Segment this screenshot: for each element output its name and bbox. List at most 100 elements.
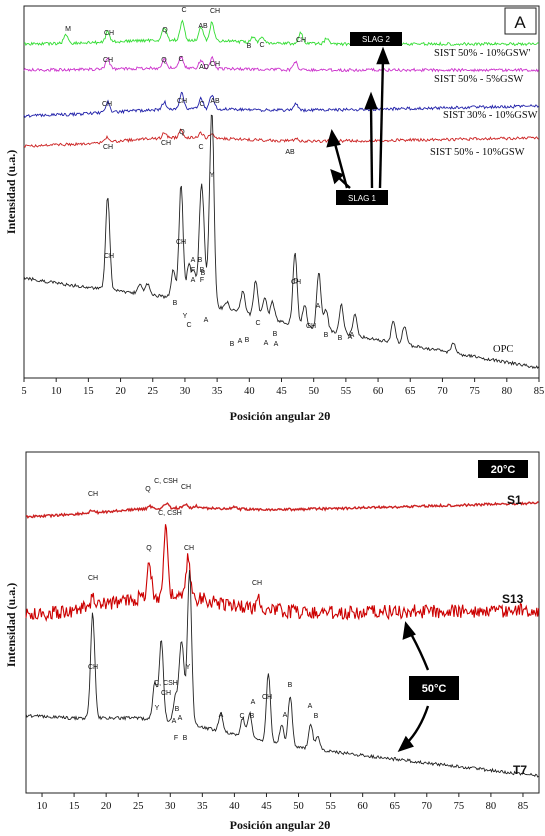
- chart-b-tick-label: 40: [229, 801, 240, 812]
- chart-a-peak-label: C: [255, 320, 260, 327]
- chart-b-arrows: [397, 621, 430, 753]
- chart-a-peak-label: A: [191, 277, 196, 284]
- chart-b-peak-label: B: [250, 713, 255, 720]
- chart-a-peak-label: CH: [104, 30, 114, 37]
- chart-a-peak-label: AB: [285, 149, 295, 156]
- chart-b-tick-label: 70: [422, 801, 433, 812]
- chart-a-peak-label: CH: [210, 61, 220, 68]
- chart-a-peak-label: F: [200, 277, 204, 284]
- chart-b-series-line: [25, 524, 540, 622]
- chart-a-tick-label: 25: [148, 386, 159, 397]
- chart-a-tick-label: 35: [212, 386, 223, 397]
- chart-a-peak-label: AB: [198, 23, 208, 30]
- chart-b-peak-label: B: [183, 735, 188, 742]
- chart-b-ylabel: Intensidad (u.a.): [4, 583, 18, 667]
- chart-a-slag1-box: [336, 190, 388, 205]
- chart-a-tick-label: 85: [534, 386, 545, 397]
- chart-a-frame: [23, 5, 540, 379]
- chart-a-peak-label: C: [186, 322, 191, 329]
- chart-a-peak-label: D: [293, 278, 298, 285]
- chart-b-series-line: [25, 569, 539, 778]
- chart-a-peak-label: C: [259, 42, 264, 49]
- chart-b-peak-label: A: [178, 715, 183, 722]
- chart-a-peak-label: B: [273, 331, 278, 338]
- chart-b-peak-label: B: [314, 713, 319, 720]
- chart-b-peak-label: CH: [88, 575, 98, 582]
- chart-b-peak-label: C, CSH: [154, 478, 178, 485]
- chart-a-peak-label: A: [191, 257, 196, 264]
- chart-b-tick-label: 50: [293, 801, 304, 812]
- chart-b-peak-label: CH: [161, 690, 171, 697]
- chart-b-tick-label: 75: [454, 801, 465, 812]
- chart-b-tick-label: 80: [486, 801, 497, 812]
- chart-a-tick-label: 70: [437, 386, 448, 397]
- chart-a-series: [23, 19, 540, 370]
- chart-a-peak-label: AB: [210, 98, 220, 105]
- chart-b-peak-label: CH: [262, 694, 272, 701]
- chart-a-tick-label: 30: [180, 386, 191, 397]
- chart-a-ylabel: Intensidad (u.a.): [4, 150, 18, 234]
- chart-a-peak-label: B: [201, 270, 206, 277]
- chart-b-peak-label: B: [288, 682, 293, 689]
- chart-a-peak-label: B: [230, 341, 235, 348]
- chart-b-x-ticks: 10 15 20 25 30 35 40 45 50 55 60 65 70 75 80 85: [37, 793, 528, 812]
- chart-a-series-line: [23, 91, 539, 119]
- chart-a-series-line: [23, 19, 539, 47]
- chart-a-peak-label: M: [65, 26, 71, 33]
- chart-a-peak-label: CH: [103, 57, 113, 64]
- chart-b-series-name-1: S13: [502, 592, 524, 606]
- chart-a-slag1-label: SLAG 1: [348, 194, 377, 203]
- chart-b-tick-label: 60: [357, 801, 368, 812]
- chart-b-peak-label: C: [239, 713, 244, 720]
- chart-a-peak-label: AD: [199, 64, 209, 71]
- chart-b-peak-label: Y: [155, 705, 160, 712]
- chart-b: 10 15 20 25 30 35 40 45 50 55 60 65 70 75 80 85 Posició…: [4, 451, 540, 832]
- chart-a-letter-box: [504, 7, 537, 35]
- chart-a-peak-label: C: [181, 7, 186, 14]
- chart-b-50c-label: 50°C: [422, 683, 447, 695]
- chart-a-peak-label: B: [247, 43, 252, 50]
- chart-a-slag2-label: SLAG 2: [362, 35, 391, 44]
- chart-a-peak-label: A: [204, 317, 209, 324]
- chart-a-letter: A: [514, 13, 526, 32]
- chart-b-series-name-0: S1: [507, 493, 522, 507]
- chart-b-peak-label: Q: [145, 486, 151, 493]
- chart-a-peak-label: C: [198, 144, 203, 151]
- chart-b-20c-label: 20°C: [491, 464, 516, 476]
- chart-b-tick-label: 15: [69, 801, 80, 812]
- chart-a-tick-label: 80: [502, 386, 513, 397]
- chart-b-peak-label: A: [283, 712, 288, 719]
- chart-a-peak-label: Y: [183, 313, 188, 320]
- chart-a-series-name-3: SIST 50% - 10%GSW: [430, 147, 525, 158]
- chart-b-tick-label: 65: [389, 801, 400, 812]
- chart-a-tick-label: 10: [51, 386, 62, 397]
- chart-b-series-line: [25, 501, 539, 519]
- chart-b-tick-label: 10: [37, 801, 48, 812]
- chart-a: 5 10 15 20 25 30 35 40 45 50 55 60 65 70 75 80 85 Posici…: [4, 5, 544, 423]
- chart-a-x-ticks: 5 10 15 20 25 30 35 40 45 50 55 60 65 70 75 80 85: [21, 378, 544, 397]
- chart-b-tick-label: 25: [133, 801, 144, 812]
- chart-b-peak-label: A: [172, 718, 177, 725]
- chart-b-peak-label: Q: [146, 545, 152, 552]
- chart-a-peak-label: B: [200, 267, 205, 274]
- chart-a-tick-label: 65: [405, 386, 416, 397]
- chart-a-peak-label: CH: [210, 8, 220, 15]
- chart-a-series-line: [23, 114, 540, 370]
- chart-b-peak-label: A: [251, 699, 256, 706]
- chart-b-peak-label: CH: [181, 484, 191, 491]
- chart-b-50c-box: [409, 676, 459, 700]
- chart-a-peak-label: CH: [102, 101, 112, 108]
- chart-a-peak-label: Q: [179, 129, 185, 136]
- chart-a-tick-label: 50: [308, 386, 319, 397]
- chart-a-tick-label: 75: [469, 386, 480, 397]
- chart-a-peak-label: CH: [103, 144, 113, 151]
- chart-a-xlabel: Posición angular 2θ: [230, 409, 331, 423]
- chart-a-peak-label: CH: [296, 37, 306, 44]
- chart-b-frame: [25, 451, 540, 794]
- chart-a-opc-label: OPC: [493, 344, 513, 355]
- chart-b-series: [25, 501, 540, 778]
- chart-a-peak-label: A: [348, 334, 353, 341]
- chart-a-peak-label: B: [324, 332, 329, 339]
